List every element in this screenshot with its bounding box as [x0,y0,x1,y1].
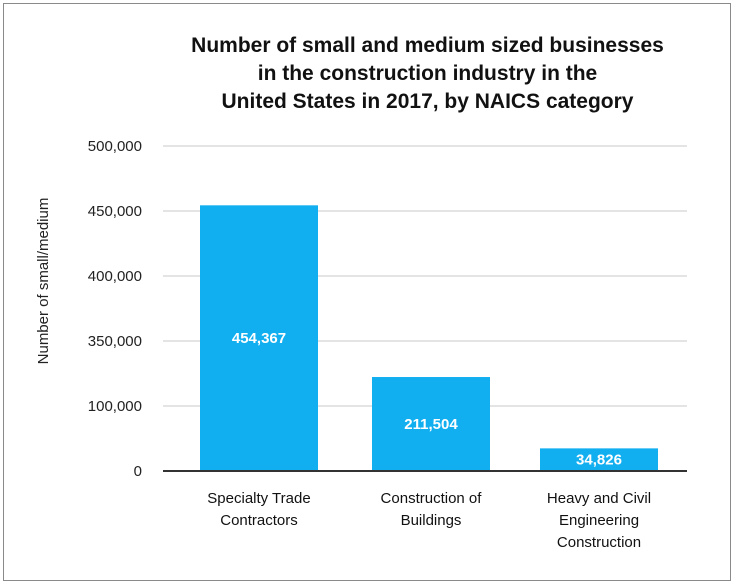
y-tick-label: 100,000 [88,398,142,415]
x-category-label: Heavy and Civil [547,490,651,507]
chart-title-line: Number of small and medium sized busines… [191,34,664,57]
chart-title-line: United States in 2017, by NAICS category [221,90,634,113]
data-label: 454,367 [232,330,286,347]
y-tick-label: 450,000 [88,203,142,220]
x-category-label: Engineering [559,512,639,529]
x-category-label: Specialty Trade [207,490,310,507]
y-tick-label: 400,000 [88,268,142,285]
y-tick-label: 0 [134,463,142,480]
chart-title: Number of small and medium sized busines… [150,32,705,116]
bar [372,377,490,471]
x-category-label: Contractors [220,512,298,529]
x-category-label: Buildings [401,512,462,529]
y-axis-title: Number of small/medium [35,198,52,365]
y-tick-label: 500,000 [88,138,142,155]
chart-frame [3,3,731,581]
data-label: 34,826 [576,452,622,469]
x-category-label: Construction of [381,490,483,507]
bar [540,448,658,471]
chart-title-line: in the construction industry in the [257,62,598,85]
y-tick-label: 350,000 [88,333,142,350]
bar [200,205,318,471]
data-label: 211,504 [404,416,458,433]
x-category-label: Construction [557,534,641,551]
